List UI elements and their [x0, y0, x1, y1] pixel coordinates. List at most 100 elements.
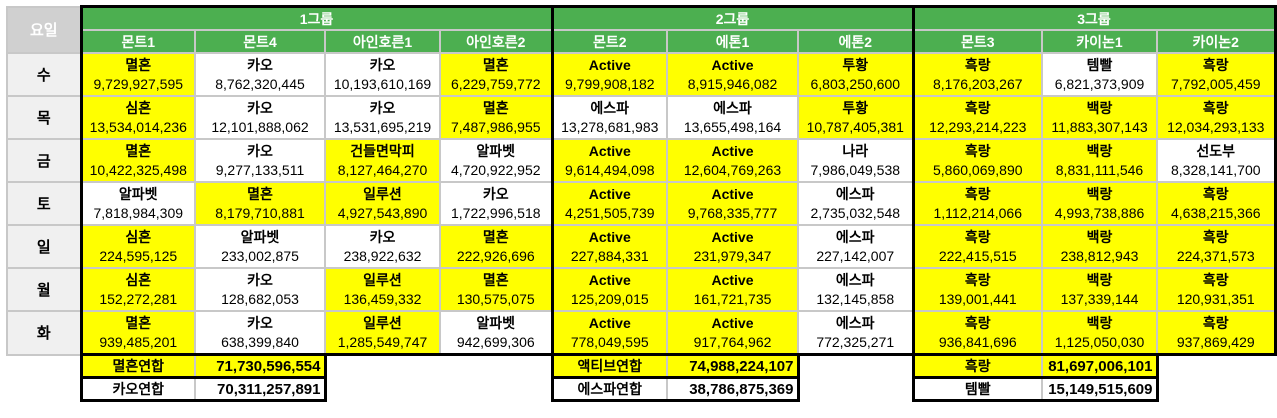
spacer	[325, 354, 552, 378]
guild-cell: 알파벳 233,002,875	[194, 224, 326, 269]
guild-score: 9,277,133,511	[215, 161, 305, 178]
guild-name: 에스파	[590, 99, 630, 116]
guild-cell: 카오 9,277,133,511	[194, 138, 326, 183]
guild-name: 카오	[247, 56, 273, 73]
guild-name: 흑랑	[1202, 314, 1229, 331]
summary-label: 액티브연합	[550, 353, 668, 379]
table-row: 목 심혼 13,534,014,236 카오 12,101,888,062 카오 13,53…	[6, 95, 1277, 140]
guild-score: 13,655,498,164	[683, 118, 782, 135]
guild-name: Active	[711, 314, 754, 331]
guild-cell: Active 227,884,331	[550, 224, 668, 269]
guild-cell: 알파벳 942,699,306	[439, 310, 554, 356]
guild-name: 알파벳	[240, 228, 280, 245]
guild-name: 흑랑	[964, 142, 991, 159]
group-header-row: 요일 1그룹 2그룹 3그룹	[6, 5, 1277, 54]
guild-score: 238,812,943	[1060, 247, 1139, 264]
table-row: 일 심혼 224,595,125 알파벳 233,002,875 카오 238,922,63…	[6, 224, 1277, 269]
guild-score: 10,422,325,498	[89, 161, 187, 178]
guild-cell: 백랑 238,812,943	[1041, 224, 1158, 269]
summary-label: 흑랑	[911, 353, 1043, 379]
guild-score: 6,803,250,600	[810, 75, 901, 92]
table-row: 월 심혼 152,272,281 카오 128,682,053 일루션 136,459,33…	[6, 267, 1277, 312]
guild-cell: 백랑 8,831,111,546	[1041, 138, 1158, 183]
guild-cell: 멸혼 10,422,325,498	[79, 138, 196, 183]
guild-name: 에스파	[713, 99, 752, 116]
guild-name: 알파벳	[476, 142, 516, 159]
guild-cell: 투황 6,803,250,600	[797, 52, 915, 97]
guild-score: 11,883,307,143	[1051, 118, 1148, 135]
table-row: 금 멸혼 10,422,325,498 카오 9,277,133,511 건들면막피 8,1…	[6, 138, 1277, 183]
guild-name: 투황	[842, 99, 869, 116]
guild-score: 772,325,271	[816, 333, 895, 350]
guild-score: 939,485,201	[99, 333, 178, 350]
table-row: 수 멸혼 9,729,927,595 카오 8,762,320,445 카오 10,193,…	[6, 52, 1277, 97]
guild-cell: 흑랑 222,415,515	[911, 224, 1043, 269]
guild-score: 1,112,214,066	[933, 204, 1023, 221]
guild-name: 카오	[247, 142, 273, 159]
guild-cell: 투황 10,787,405,381	[797, 95, 915, 140]
guild-score: 1,125,050,030	[1054, 333, 1145, 350]
table-row: 토 알파벳 7,818,984,309 멸혼 8,179,710,881 일루션 4,927…	[6, 181, 1277, 226]
guild-score: 125,209,015	[570, 290, 649, 307]
day-label: 일	[6, 224, 82, 269]
column-header: 아인호른2	[439, 29, 554, 54]
guild-score: 222,415,515	[938, 247, 1017, 264]
guild-cell: 건들면막피 8,127,464,270	[324, 138, 441, 183]
guild-score: 13,531,695,219	[333, 118, 432, 135]
guild-cell: 백랑 137,339,144	[1041, 267, 1158, 312]
guild-cell: 멸혼 9,729,927,595	[79, 52, 196, 97]
guild-name: 흑랑	[964, 185, 991, 202]
day-label: 금	[6, 138, 82, 183]
guild-name: 멸혼	[482, 271, 509, 288]
guild-name: 심혼	[125, 271, 152, 288]
guild-cell: 멸혼 130,575,075	[439, 267, 554, 312]
guild-name: 에스파	[835, 314, 875, 331]
guild-cell: 흑랑 139,001,441	[911, 267, 1043, 312]
guild-name: 흑랑	[1202, 271, 1229, 288]
guild-cell: 멸혼 6,229,759,772	[439, 52, 554, 97]
guild-name: 백랑	[1086, 185, 1113, 202]
guild-cell: 흑랑 120,931,351	[1156, 267, 1277, 312]
guild-cell: 백랑 1,125,050,030	[1041, 310, 1158, 356]
guild-score: 222,926,696	[456, 247, 535, 264]
guild-score: 120,931,351	[1176, 290, 1255, 307]
guild-score: 161,721,735	[693, 290, 772, 307]
guild-cell: 멸혼 8,179,710,881	[194, 181, 326, 226]
guild-cell: Active 125,209,015	[550, 267, 668, 312]
guild-score: 152,272,281	[99, 290, 178, 307]
column-header: 카이논2	[1156, 29, 1277, 54]
guild-score: 12,293,214,223	[929, 118, 1027, 135]
guild-score: 9,614,494,098	[564, 161, 655, 178]
guild-score: 233,002,875	[221, 247, 299, 264]
summary-value: 38,786,875,369	[666, 376, 800, 402]
guild-name: 카오	[482, 185, 509, 202]
guild-name: Active	[711, 228, 754, 245]
guild-score: 227,142,007	[816, 247, 895, 264]
guild-score: 2,735,032,548	[810, 204, 901, 221]
summary-label: 에스파연합	[550, 376, 668, 402]
guild-cell: 멸혼 222,926,696	[439, 224, 554, 269]
guild-name: 일루션	[363, 185, 402, 202]
guild-name: Active	[711, 56, 754, 73]
column-header: 몬트4	[194, 29, 326, 54]
guild-cell: 흑랑 1,112,214,066	[911, 181, 1043, 226]
spacer	[7, 377, 81, 401]
guild-cell: 흑랑 12,293,214,223	[911, 95, 1043, 140]
guild-cell: 심혼 224,595,125	[79, 224, 196, 269]
guild-name: 백랑	[1086, 99, 1113, 116]
guild-cell: 일루션 136,459,332	[324, 267, 441, 312]
guild-name: 에스파	[835, 271, 875, 288]
spacer	[798, 354, 913, 378]
guild-name: Active	[588, 56, 631, 73]
guild-cell: 나라 7,986,049,538	[797, 138, 915, 183]
day-header: 요일	[6, 5, 82, 54]
guild-score: 778,049,595	[570, 333, 649, 350]
guild-cell: 에스파 227,142,007	[797, 224, 915, 269]
guild-cell: 흑랑 12,034,293,133	[1156, 95, 1277, 140]
summary-value: 70,311,257,891	[194, 376, 327, 402]
guild-score: 6,821,373,909	[1054, 75, 1145, 92]
guild-score: 8,127,464,270	[337, 161, 428, 178]
guild-score: 917,764,962	[693, 333, 772, 350]
guild-score: 4,251,505,739	[564, 204, 655, 221]
guild-name: 카오	[369, 56, 396, 73]
